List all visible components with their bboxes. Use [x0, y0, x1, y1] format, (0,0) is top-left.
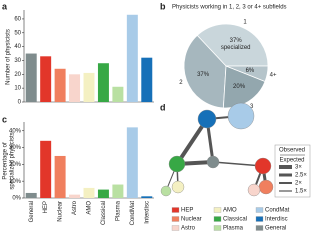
y-tick-label: 20: [14, 72, 21, 78]
y-tick-label: 30: [14, 58, 21, 64]
x-tick-label: HEP: [43, 201, 49, 213]
legend-label: Interdisc: [265, 217, 288, 223]
x-tick-label: General: [29, 201, 35, 222]
legend-label: General: [265, 226, 286, 232]
slice-value-label: 20%: [233, 84, 246, 90]
pie-slice: [222, 65, 266, 109]
bar: [141, 196, 153, 198]
bar: [54, 68, 66, 102]
x-tick-label: Interdisc: [144, 201, 150, 224]
slice-annotation: specialized: [221, 45, 251, 51]
network-edges: [165, 115, 268, 192]
slice-value-label: 37%: [230, 38, 243, 44]
legend-swatch: [213, 207, 222, 213]
legend-swatch: [171, 225, 180, 231]
bar: [126, 14, 138, 102]
network-node: [227, 102, 255, 130]
network-node: [206, 155, 220, 169]
slice-label: 2: [179, 80, 183, 86]
network-node: [160, 185, 172, 197]
y-axis-title: Number of physicists: [6, 29, 12, 85]
weight-label: 2.5×: [295, 173, 307, 179]
legend-label: Nuclear: [181, 217, 202, 223]
bar: [112, 184, 124, 198]
pie-slice: [183, 34, 227, 109]
legend-label: HEP: [181, 208, 193, 214]
slice-label: 3: [250, 104, 254, 110]
weight-label: 2×: [295, 181, 302, 187]
bar: [83, 187, 95, 198]
network-node: [168, 155, 186, 173]
legend-swatch: [255, 225, 264, 231]
bar: [97, 189, 109, 198]
bar: [97, 63, 109, 102]
legend-swatch: [213, 225, 222, 231]
x-tick-label: AMO: [87, 201, 93, 215]
weight-label: 3×: [295, 165, 302, 171]
slice-label: 4+: [270, 73, 277, 79]
y-tick-label: 40: [14, 44, 21, 50]
legend-label: AMO: [223, 208, 237, 214]
slice-value-label: 6%: [246, 68, 255, 74]
legend-label: CondMat: [265, 208, 290, 214]
y-tick-label: 10: [14, 86, 21, 92]
network-node: [258, 179, 274, 195]
x-tick-label: Astro: [72, 200, 78, 215]
y-axis-title: Percentage of: [3, 142, 9, 180]
bar: [25, 192, 37, 198]
slice-label: 1: [243, 20, 247, 26]
network-node: [247, 183, 261, 197]
legend-swatch: [171, 207, 180, 213]
x-tick-label: Nuclear: [58, 201, 64, 222]
edge: [212, 161, 264, 167]
y-tick-label: 0%: [12, 196, 21, 202]
y-tick-label: 60: [14, 17, 21, 23]
weight-label: 1.5×: [295, 189, 307, 195]
y-tick-label: 30%: [9, 145, 22, 151]
y-tick-label: 40%: [9, 128, 22, 134]
x-tick-label: Classical: [101, 201, 107, 225]
x-tick-label: Plasma: [115, 200, 121, 221]
x-tick-label: CondMat: [130, 201, 136, 226]
legend-title: Expected: [279, 158, 304, 164]
y-tick-label: 50: [14, 30, 21, 36]
y-tick-label: 20%: [9, 162, 22, 168]
legend-label: Classical: [223, 217, 247, 223]
weight-legend-box: [274, 144, 311, 198]
legend-swatch: [255, 216, 264, 222]
y-axis-title: specialized physicists: [10, 132, 16, 189]
bar: [69, 74, 81, 102]
network-node: [254, 157, 272, 175]
legend-title: Observed: [279, 148, 305, 154]
panel-label: a: [2, 1, 8, 11]
legend-label: Plasma: [223, 226, 244, 232]
network-node: [197, 109, 217, 129]
bar: [54, 155, 66, 198]
legend-label: Astro: [181, 226, 196, 232]
bar: [25, 53, 37, 102]
legend-swatch: [171, 216, 180, 222]
panel-label: d: [160, 102, 166, 112]
slice-value-label: 37%: [197, 72, 210, 78]
legend-swatch: [255, 207, 264, 213]
bar: [112, 86, 124, 102]
bar: [83, 72, 95, 102]
panel-label: b: [160, 1, 166, 11]
bar: [141, 57, 153, 102]
y-tick-label: 10%: [9, 179, 22, 185]
bar: [40, 140, 52, 198]
bar: [40, 56, 52, 102]
pie-slice: [225, 65, 269, 82]
pie-title: Physicists working in 1, 2, 3 or 4+ subf…: [172, 5, 287, 11]
network-node: [171, 180, 185, 194]
y-tick-label: 0: [18, 100, 22, 106]
bar: [69, 194, 81, 198]
panel-label: c: [2, 114, 7, 124]
pie-slice: [196, 23, 269, 67]
bar: [126, 127, 138, 198]
legend-swatch: [213, 216, 222, 222]
figure: a b c d Physicists working in 1, 2, 3 or…: [2, 1, 311, 232]
